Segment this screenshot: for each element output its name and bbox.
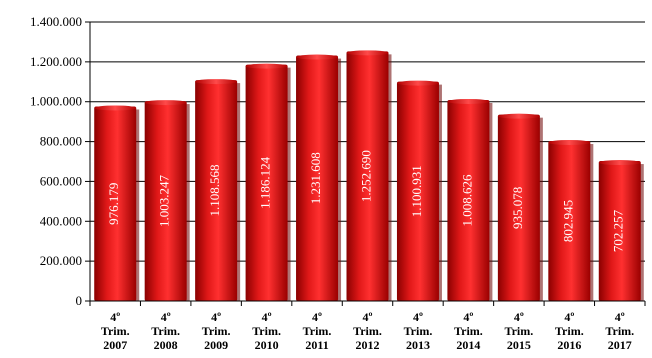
x-tick-label: 4º Trim. 2013: [404, 310, 433, 352]
bar-top: [346, 50, 389, 56]
y-tick-label: 0: [76, 293, 83, 308]
bar-top: [447, 98, 490, 104]
data-label: 1.252.690: [358, 150, 373, 202]
bar-top: [195, 79, 238, 85]
bar-group: 1.003.247: [144, 100, 190, 302]
y-tick-label: 1.000.000: [30, 94, 82, 109]
bar-group: 935.078: [497, 113, 543, 301]
x-tick-label: 4º Trim. 2016: [555, 310, 584, 352]
data-label: 1.100.931: [409, 165, 424, 217]
bar-top: [548, 139, 591, 145]
bar-group: 1.008.626: [447, 98, 493, 302]
x-tick-label: 4º Trim. 2017: [605, 310, 634, 352]
x-tick-label: 4º Trim. 2015: [504, 310, 533, 352]
bar-group: 1.100.931: [396, 80, 442, 301]
bar-group: 802.945: [548, 139, 594, 301]
x-tick-label: 4º Trim. 2011: [303, 310, 332, 352]
x-tick-label: 4º Trim. 2007: [101, 310, 130, 352]
bar-top: [497, 113, 540, 119]
y-tick-label: 1.200.000: [30, 54, 82, 69]
bar: [296, 55, 339, 301]
bar-group: 1.231.608: [296, 54, 342, 301]
x-tick-label: 4º Trim. 2010: [252, 310, 281, 352]
data-label: 1.186.124: [258, 156, 273, 209]
data-label: 1.108.568: [207, 165, 222, 217]
bar: [94, 106, 137, 301]
bar: [548, 140, 591, 301]
data-label: 935.078: [510, 187, 525, 229]
bar-top: [144, 100, 187, 106]
bar: [144, 101, 187, 302]
bar-group: 1.108.568: [195, 79, 241, 301]
data-label: 1.003.247: [157, 175, 172, 228]
bar-group: 702.257: [598, 160, 644, 301]
bars: 976.179 1.003.247 1.108.568 1.186.124 1.231.…: [94, 50, 644, 302]
y-tick-label: 600.000: [40, 173, 82, 188]
bar-top: [245, 63, 288, 69]
bar: [396, 81, 439, 301]
bar-group: 1.252.690: [346, 50, 392, 301]
bar-top: [396, 80, 439, 86]
bar: [346, 51, 389, 301]
y-tick-label: 400.000: [40, 213, 82, 228]
x-tick-label: 4º Trim. 2012: [353, 310, 382, 352]
y-tick-label: 200.000: [40, 253, 82, 268]
data-label: 1.231.608: [308, 152, 323, 204]
data-label: 802.945: [560, 200, 575, 242]
x-tick-label: 4º Trim. 2008: [151, 310, 180, 352]
x-tick-label: 4º Trim. 2014: [454, 310, 483, 352]
data-label: 702.257: [611, 209, 626, 252]
bar-top: [94, 105, 137, 111]
y-tick-label: 800.000: [40, 134, 82, 149]
y-axis: 0 200.000 400.000 600.000 800.000 1.000.000 1.…: [30, 14, 91, 308]
bar: [195, 80, 238, 301]
bar: [245, 64, 288, 301]
data-label: 1.008.626: [459, 174, 474, 227]
bar: [497, 114, 540, 301]
bar: [598, 161, 641, 301]
bar-group: 976.179: [94, 105, 140, 301]
data-label: 976.179: [106, 183, 121, 225]
bar-group: 1.186.124: [245, 63, 291, 301]
bar: [447, 99, 490, 302]
y-tick-label: 1.400.000: [30, 14, 82, 29]
bar-top: [296, 54, 339, 60]
bar-top: [598, 160, 641, 166]
x-axis: 4º Trim. 2007 4º Trim. 2008 4º Trim. 2009 4º Trim.…: [89, 300, 646, 352]
x-tick-label: 4º Trim. 2009: [202, 310, 231, 352]
